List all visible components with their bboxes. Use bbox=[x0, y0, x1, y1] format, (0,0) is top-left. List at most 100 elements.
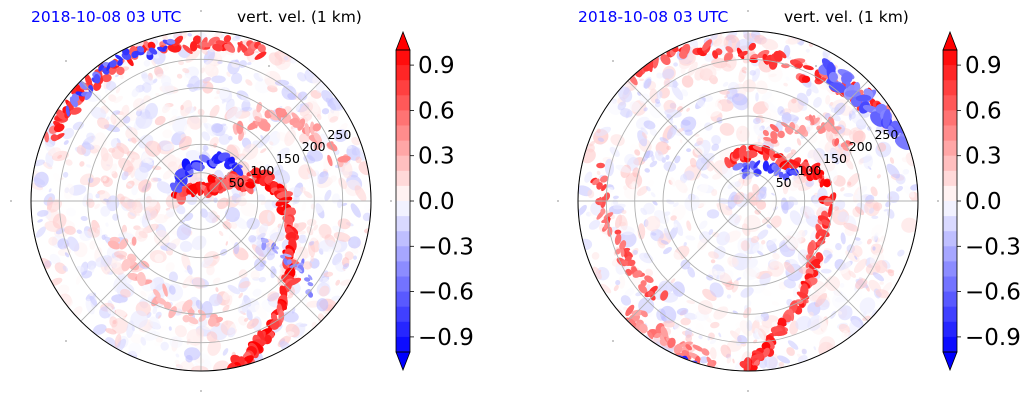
colorbar-extend-min bbox=[395, 351, 411, 372]
panel-variable-label: vert. vel. (1 km) bbox=[237, 8, 362, 26]
colorbar-tick-label: 0.9 bbox=[965, 53, 1002, 79]
colorbar-tick-label: −0.3 bbox=[418, 234, 474, 260]
radial-tick-label: 100 bbox=[797, 163, 821, 178]
colorbar-level bbox=[396, 170, 410, 187]
colorbar-level bbox=[943, 216, 957, 232]
radial-tick-label: 150 bbox=[276, 151, 300, 166]
perimeter-mark bbox=[200, 390, 202, 392]
colorbar-level bbox=[396, 140, 410, 157]
colorbar-level bbox=[943, 261, 957, 277]
perimeter-mark bbox=[557, 200, 559, 202]
colorbar-level bbox=[943, 80, 957, 96]
colorbar-tick-label: 0.0 bbox=[418, 189, 455, 215]
colorbar-level bbox=[943, 201, 957, 217]
perimeter-mark bbox=[815, 65, 817, 67]
perimeter-mark bbox=[612, 60, 614, 62]
grid-spoke bbox=[627, 80, 749, 202]
colorbar-level bbox=[396, 50, 410, 66]
perimeter-mark bbox=[65, 60, 67, 62]
colorbar-extend-max bbox=[942, 30, 958, 51]
colorbar-level bbox=[943, 321, 957, 338]
panel-date-label: 2018-10-08 03 UTC bbox=[31, 8, 182, 26]
colorbar-tick-label: 0.6 bbox=[965, 98, 1002, 124]
perimeter-mark bbox=[65, 340, 67, 342]
colorbar-level bbox=[396, 276, 410, 292]
colorbar-tick-label: 0.3 bbox=[965, 144, 1002, 170]
colorbar-tick-label: 0.6 bbox=[418, 98, 455, 124]
colorbar-level bbox=[943, 306, 957, 323]
radial-tick-label: 100 bbox=[250, 163, 274, 178]
colorbar-level bbox=[396, 110, 410, 126]
perimeter-mark bbox=[937, 200, 939, 202]
panel-left: 2018-10-08 03 UTC vert. vel. (1 km) 50 10… bbox=[10, 8, 474, 392]
colorbar-tick-label: 0.0 bbox=[965, 189, 1002, 215]
colorbar-tick-label: −0.3 bbox=[965, 234, 1021, 260]
radial-tick-label: 200 bbox=[849, 139, 873, 154]
colorbar-level bbox=[396, 336, 410, 353]
colorbar-tick-label: 0.9 bbox=[418, 53, 455, 79]
colorbar-extend-min bbox=[942, 351, 958, 372]
plot-boundary bbox=[30, 30, 372, 372]
radial-tick-label: 50 bbox=[776, 175, 792, 190]
perimeter-mark bbox=[268, 65, 270, 67]
perimeter-mark bbox=[747, 390, 749, 392]
colorbar-tick-label: −0.9 bbox=[418, 325, 474, 351]
plot-boundary bbox=[577, 30, 919, 372]
colorbar-level bbox=[396, 185, 410, 202]
colorbar-level bbox=[943, 50, 957, 66]
polar-grid bbox=[577, 30, 919, 372]
colorbar-tick-label: −0.6 bbox=[418, 280, 474, 306]
colorbar-level bbox=[396, 291, 410, 308]
polar-grid bbox=[30, 30, 372, 372]
colorbar-level bbox=[943, 246, 957, 262]
radial-tick-label: 50 bbox=[229, 175, 245, 190]
colorbar-level bbox=[396, 65, 410, 81]
grid-spoke bbox=[200, 200, 322, 322]
colorbar-level bbox=[943, 336, 957, 353]
panel-date-label: 2018-10-08 03 UTC bbox=[578, 8, 729, 26]
panel-variable-label: vert. vel. (1 km) bbox=[784, 8, 909, 26]
grid-spoke bbox=[627, 200, 749, 322]
colorbar-level bbox=[943, 231, 957, 247]
colorbar-level bbox=[396, 216, 410, 232]
grid-spoke bbox=[747, 200, 869, 322]
colorbar-tick-label: 0.3 bbox=[418, 144, 455, 170]
colorbar-level bbox=[943, 291, 957, 308]
perimeter-mark bbox=[612, 340, 614, 342]
colorbar-level bbox=[943, 65, 957, 81]
perimeter-mark bbox=[10, 200, 12, 202]
colorbar-level bbox=[943, 125, 957, 141]
colorbar-level bbox=[943, 140, 957, 157]
radial-tick-label: 150 bbox=[823, 151, 847, 166]
colorbar-level bbox=[943, 95, 957, 111]
grid-spoke bbox=[200, 80, 322, 202]
colorbar: 0.9 0.6 0.3 0.0 −0.3 −0.6 −0.9 bbox=[942, 30, 1021, 372]
colorbar: 0.9 0.6 0.3 0.0 −0.3 −0.6 −0.9 bbox=[395, 30, 474, 372]
grid-spoke bbox=[747, 80, 869, 202]
colorbar-level bbox=[396, 231, 410, 247]
colorbar-level bbox=[396, 155, 410, 172]
colorbar-level bbox=[943, 155, 957, 172]
vertical-velocity-field bbox=[31, 31, 371, 371]
perimeter-mark bbox=[747, 10, 749, 12]
perimeter-mark bbox=[200, 10, 202, 12]
radial-tick-label: 250 bbox=[874, 127, 898, 142]
colorbar-level bbox=[396, 201, 410, 217]
colorbar-level bbox=[396, 306, 410, 323]
radial-tick-label: 200 bbox=[302, 139, 326, 154]
colorbar-level bbox=[396, 125, 410, 141]
colorbar-level bbox=[943, 185, 957, 202]
colorbar-extend-max bbox=[395, 30, 411, 51]
radial-tick-label: 250 bbox=[327, 127, 351, 142]
colorbar-level bbox=[396, 80, 410, 96]
colorbar-level bbox=[396, 321, 410, 338]
grid-spoke bbox=[80, 200, 202, 322]
grid-spoke bbox=[80, 80, 202, 202]
colorbar-level bbox=[943, 170, 957, 187]
colorbar-level bbox=[396, 246, 410, 262]
colorbar-level bbox=[943, 110, 957, 126]
colorbar-tick-label: −0.6 bbox=[965, 280, 1021, 306]
panel-right: 2018-10-08 03 UTC vert. vel. (1 km) 50 10… bbox=[547, 0, 1036, 401]
